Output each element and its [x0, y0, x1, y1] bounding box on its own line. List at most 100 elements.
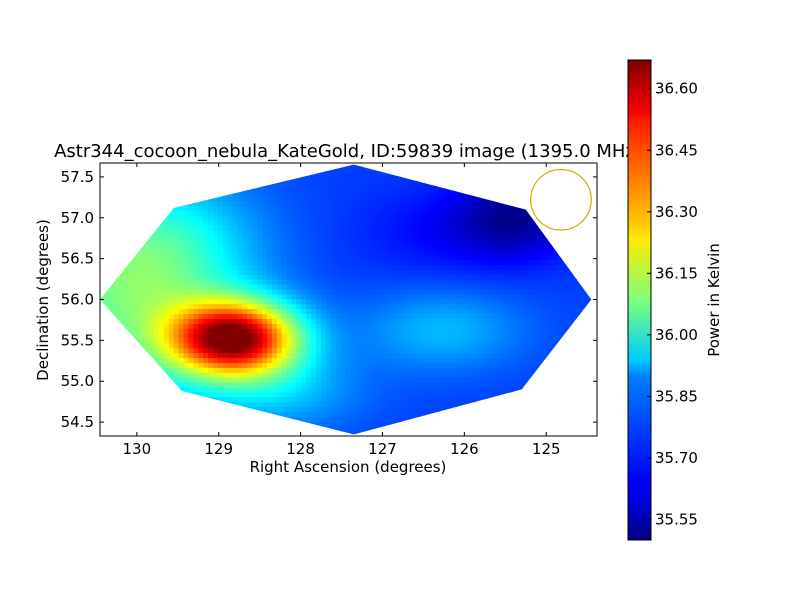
heatmap-cell	[384, 377, 391, 383]
heatmap-cell	[252, 180, 258, 187]
heatmap-cell	[350, 421, 357, 427]
heatmap-cell	[149, 347, 155, 354]
heatmap-cell	[301, 195, 307, 202]
heatmap-cell	[129, 352, 135, 359]
heatmap-cell	[109, 421, 116, 427]
heatmap-cell	[507, 357, 514, 364]
heatmap-cell	[154, 318, 160, 324]
heatmap-cell	[291, 382, 298, 388]
heatmap-cell	[212, 303, 219, 310]
heatmap-cell	[267, 421, 273, 427]
heatmap-cell	[154, 382, 160, 388]
heatmap-cell	[198, 318, 204, 324]
heatmap-cell	[483, 333, 489, 339]
heatmap-cell	[370, 254, 376, 261]
heatmap-cell	[154, 166, 160, 172]
heatmap-cell	[311, 210, 317, 216]
heatmap-cell	[429, 166, 435, 172]
heatmap-cell	[493, 298, 499, 305]
heatmap-cell	[193, 342, 199, 349]
heatmap-cell	[473, 205, 479, 211]
heatmap-cell	[237, 352, 244, 359]
heatmap-cell	[281, 234, 288, 241]
heatmap-cell	[507, 333, 514, 339]
heatmap-cell	[193, 382, 199, 388]
heatmap-cell	[483, 239, 489, 246]
heatmap-cell	[488, 347, 494, 354]
heatmap-cell	[340, 411, 347, 417]
heatmap-cell	[458, 426, 465, 432]
heatmap-cell	[483, 406, 489, 413]
heatmap-cell	[208, 195, 214, 202]
heatmap-cell	[301, 323, 307, 329]
heatmap-cell	[208, 352, 214, 359]
heatmap-cell	[517, 337, 524, 344]
heatmap-cell	[380, 357, 386, 364]
heatmap-cell	[173, 215, 180, 221]
heatmap-cell	[271, 352, 278, 359]
heatmap-cell	[458, 205, 465, 211]
heatmap-cell	[198, 234, 204, 241]
heatmap-cell	[443, 166, 450, 172]
heatmap-cell	[483, 411, 489, 417]
heatmap-cell	[267, 210, 273, 216]
heatmap-cell	[296, 352, 303, 359]
heatmap-cell	[473, 313, 479, 319]
heatmap-cell	[271, 308, 278, 314]
heatmap-cell	[134, 308, 140, 314]
heatmap-cell	[104, 259, 111, 265]
heatmap-cell	[114, 264, 121, 270]
heatmap-cell	[340, 293, 347, 300]
heatmap-cell	[488, 249, 494, 256]
heatmap-cell	[104, 342, 111, 349]
heatmap-cell	[507, 342, 514, 349]
heatmap-cell	[232, 283, 239, 290]
heatmap-cell	[134, 279, 140, 285]
heatmap-cell	[247, 180, 253, 187]
heatmap-cell	[276, 337, 283, 344]
heatmap-cell	[434, 342, 440, 349]
heatmap-cell	[404, 279, 411, 285]
heatmap-cell	[311, 362, 317, 368]
heatmap-cell	[217, 308, 224, 314]
heatmap-cell	[163, 205, 170, 211]
heatmap-cell	[144, 416, 150, 422]
heatmap-cell	[497, 411, 504, 417]
heatmap-cell	[424, 220, 430, 226]
heatmap-cell	[380, 298, 386, 305]
heatmap-cell	[360, 367, 366, 373]
heatmap-cell	[104, 318, 111, 324]
heatmap-cell	[267, 337, 273, 344]
heatmap-cell	[247, 406, 253, 413]
heatmap-cell	[183, 264, 190, 270]
heatmap-cell	[296, 308, 303, 314]
heatmap-cell	[114, 283, 121, 290]
heatmap-cell	[463, 171, 470, 177]
heatmap-cell	[380, 323, 386, 329]
heatmap-cell	[389, 239, 396, 246]
heatmap-cell	[443, 382, 450, 388]
heatmap-cell	[271, 347, 278, 354]
heatmap-cell	[247, 396, 253, 403]
heatmap-cell	[242, 342, 248, 349]
heatmap-cell	[448, 215, 455, 221]
heatmap-cell	[335, 283, 342, 290]
heatmap-cell	[468, 372, 474, 378]
heatmap-cell	[399, 337, 406, 344]
heatmap-cell	[217, 288, 224, 295]
heatmap-cell	[109, 200, 116, 207]
heatmap-cell	[424, 239, 430, 246]
heatmap-cell	[438, 230, 445, 236]
heatmap-cell	[242, 372, 248, 378]
heatmap-cell	[316, 176, 322, 182]
heatmap-cell	[291, 259, 298, 265]
heatmap-cell	[414, 274, 420, 280]
heatmap-cell	[493, 347, 499, 354]
heatmap-cell	[468, 185, 474, 192]
heatmap-cell	[222, 283, 229, 290]
heatmap-cell	[119, 367, 126, 373]
heatmap-cell	[468, 166, 474, 172]
heatmap-cell	[493, 342, 499, 349]
heatmap-cell	[154, 357, 160, 364]
heatmap-cell	[139, 303, 145, 310]
